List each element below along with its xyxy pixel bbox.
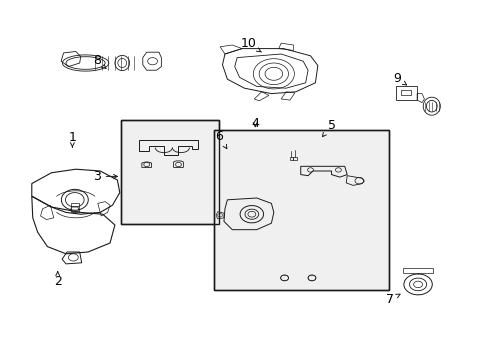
Text: 4: 4	[251, 117, 259, 130]
Bar	[121, 120, 219, 224]
Text: 6: 6	[215, 130, 226, 149]
Text: 7: 7	[386, 293, 399, 306]
Text: 5: 5	[322, 119, 335, 137]
Bar	[214, 130, 388, 290]
Bar	[71, 203, 79, 212]
Bar	[214, 130, 388, 290]
Text: 3: 3	[93, 170, 117, 183]
Text: 10: 10	[240, 37, 261, 52]
Text: 9: 9	[392, 72, 406, 85]
Bar	[121, 120, 219, 224]
Bar	[400, 90, 410, 95]
Text: 8: 8	[93, 54, 106, 68]
Text: 2: 2	[54, 272, 61, 288]
Text: 1: 1	[68, 131, 76, 147]
